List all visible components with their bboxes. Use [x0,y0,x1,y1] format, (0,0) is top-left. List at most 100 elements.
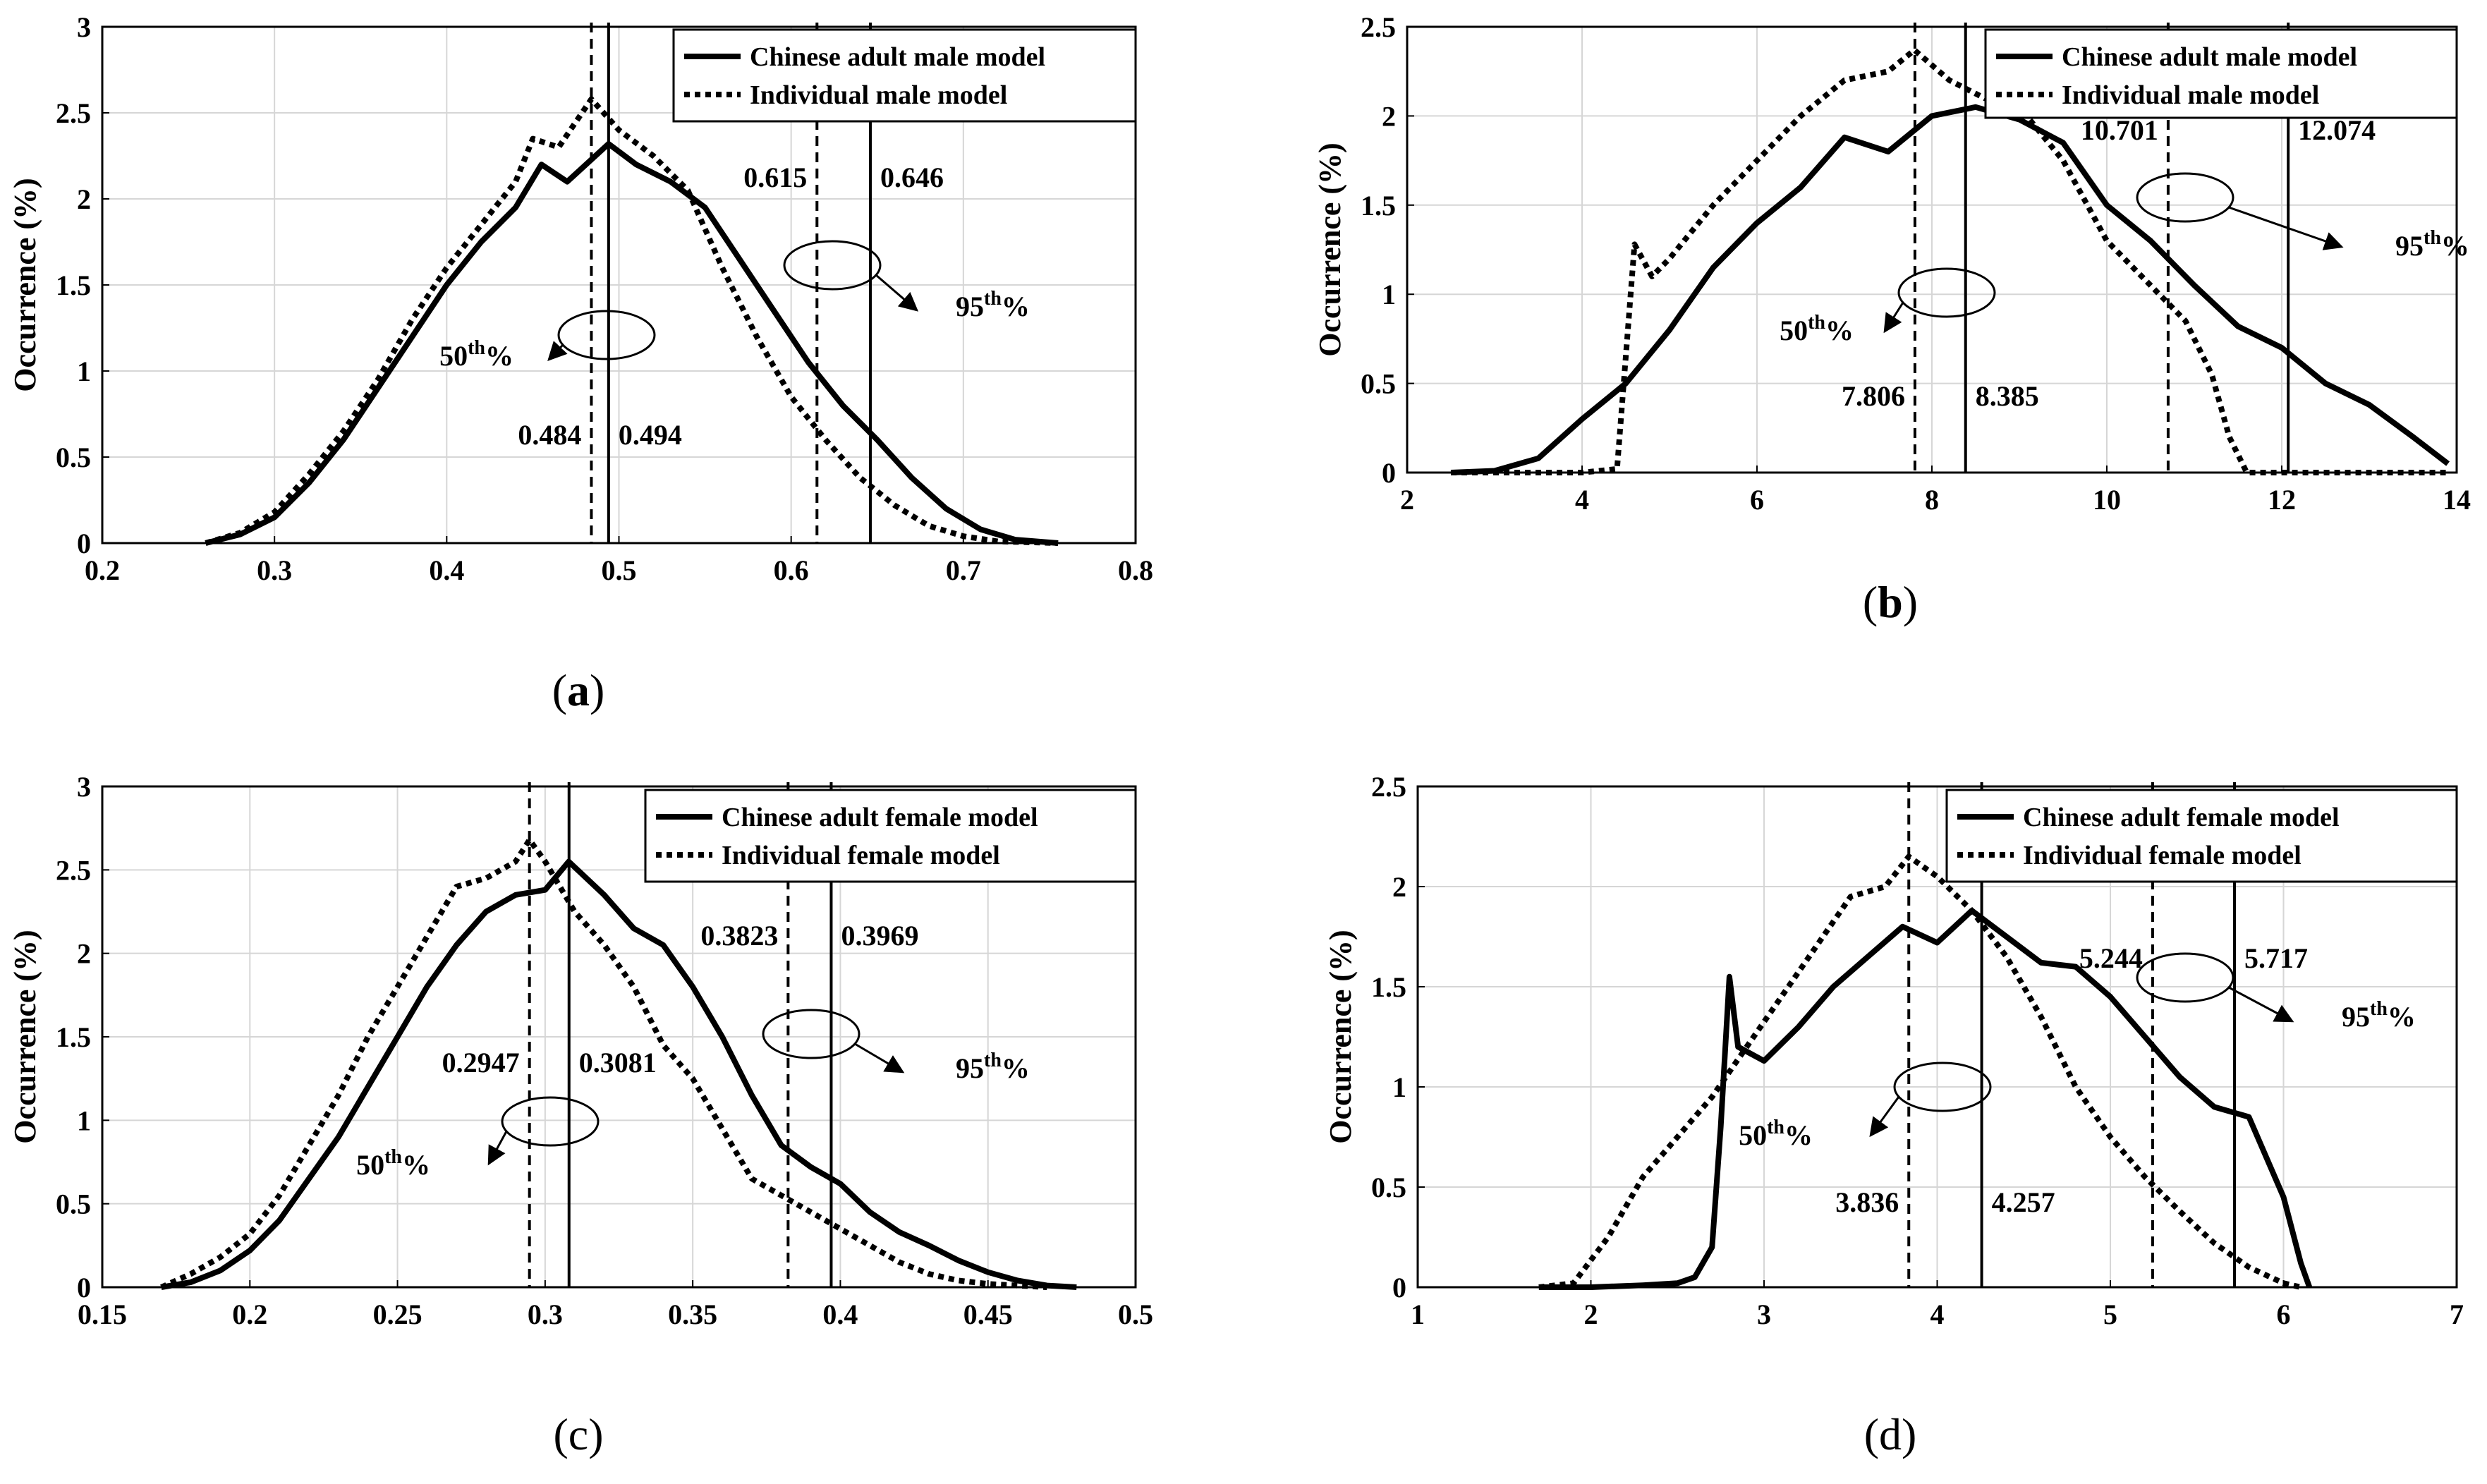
x-tick-label: 4 [1575,484,1589,516]
x-tick-label: 3 [1757,1298,1771,1330]
p95-arrow [2228,206,2344,250]
series-line-solid [161,858,1077,1290]
y-tick-label: 1 [77,1105,91,1136]
x-tick-label: 0.45 [963,1298,1013,1330]
p95-solid-value: 0.3969 [841,920,918,951]
p50-ellipse-marker [557,310,656,360]
p95-dotted-value: 0.615 [743,162,807,193]
y-tick-label: 2.5 [56,854,91,886]
y-tick-label: 0.5 [1371,1172,1406,1203]
p50-solid-value: 0.494 [619,419,682,451]
series-line-solid [1450,104,2450,475]
x-tick-label: 14 [2443,484,2471,516]
legend-dotted-label: Individual male model [2062,80,2319,110]
y-tick-label: 2.5 [56,97,91,129]
x-tick-label: 6 [2277,1298,2291,1330]
panel-caption: (c) [553,1409,603,1459]
p50-arrow [547,341,568,361]
p50-arrow [1869,1096,1900,1138]
p50-label: 50th% [439,337,513,372]
x-tick-label: 5 [2103,1298,2117,1330]
series-line-dotted [205,96,1059,546]
chart-panel-1: 0.2 0.3 0.4 0.5 0.6 0.7 0.8 0 0.5 1 1.5 2 2.5 3 Occurr… [8,11,1153,715]
y-tick-label: 0.5 [56,442,91,473]
p95-label: 95th% [2342,998,2416,1033]
x-tick-label: 0.6 [774,554,809,586]
x-tick-label: 4 [1930,1298,1945,1330]
y-tick-label: 2 [1382,100,1396,132]
x-tick-label: 0.25 [373,1298,422,1330]
p95-ellipse-marker [2136,172,2234,223]
chart-panel-2: 2 4 6 8 10 12 14 0 0.5 1 1.5 2 2.5 Occurrence (%) Chin… [1313,11,2471,627]
y-tick-label: 1.5 [1371,971,1406,1003]
legend-box [644,789,1137,883]
p50-solid-value: 0.3081 [579,1047,657,1078]
p95-dotted-value: 10.701 [2081,114,2158,146]
y-axis-label: Occurrence (%) [8,178,42,391]
y-tick-label: 0 [1382,457,1396,489]
p50-solid-value: 4.257 [1992,1186,2055,1218]
p95-label: 95th% [956,1050,1030,1084]
x-tick-label: 2 [1584,1298,1598,1330]
p50-solid-value: 8.385 [1976,380,2039,412]
p50-label: 50th% [1780,312,1854,346]
x-tick-label: 7 [2450,1298,2464,1330]
y-tick-label: 0.5 [1361,368,1396,400]
x-tick-label: 1 [1411,1298,1425,1330]
p95-solid-value: 0.646 [880,162,944,193]
y-tick-label: 3 [77,11,91,43]
y-tick-label: 1 [1382,279,1396,310]
legend-box [1945,789,2458,883]
x-tick-label: 0.5 [1118,1298,1153,1330]
chart-panel-3: 0.15 0.2 0.25 0.3 0.35 0.4 0.45 0.5 0 0.5 1 1.5 2 2.5… [8,771,1153,1459]
y-tick-label: 2 [77,183,91,215]
chart-panel-4: 1 2 3 4 5 6 7 0 0.5 1 1.5 2 2.5 Occurrence (%) Chinese… [1323,771,2464,1459]
legend-solid-label: Chinese adult male model [750,42,1045,72]
p50-ellipse-marker [501,1096,600,1147]
x-tick-label: 0.3 [257,554,292,586]
x-tick-label: 0.3 [528,1298,563,1330]
y-tick-label: 1.5 [56,1021,91,1053]
legend-solid-label: Chinese adult female model [722,803,1038,832]
x-tick-label: 10 [2093,484,2121,516]
y-tick-label: 1.5 [56,269,91,301]
p95-ellipse-marker [762,1009,861,1059]
y-tick-label: 2.5 [1371,771,1406,803]
p50-dotted-value: 0.2947 [442,1047,520,1078]
y-tick-label: 3 [77,771,91,803]
p95-arrow [2228,986,2294,1023]
legend-dotted-label: Individual male model [750,80,1007,110]
p95-dotted-value: 0.3823 [700,920,778,951]
p50-ellipse-marker [1897,267,1996,318]
p95-label: 95th% [2395,227,2469,262]
p95-solid-value: 12.074 [2298,114,2376,146]
x-tick-label: 0.2 [85,554,120,586]
p50-dotted-value: 0.484 [518,419,581,451]
p50-arrow [487,1131,508,1166]
legend-box [1984,28,2458,119]
x-tick-label: 0.4 [429,554,464,586]
series-line-solid [1538,908,2313,1290]
y-axis-label: Occurrence (%) [8,930,42,1143]
y-tick-label: 1 [77,355,91,387]
x-tick-label: 0.35 [668,1298,717,1330]
x-tick-label: 0.5 [602,554,637,586]
panel-caption: (a) [552,665,605,715]
p95-label: 95th% [956,288,1030,322]
x-tick-label: 8 [1925,484,1939,516]
p95-arrow [875,274,919,312]
x-tick-label: 6 [1750,484,1764,516]
y-tick-label: 2 [1392,871,1406,903]
legend-solid-label: Chinese adult male model [2062,42,2357,72]
p95-ellipse-marker [783,240,882,291]
p50-dotted-value: 3.836 [1835,1186,1899,1218]
series-line-solid [205,140,1059,546]
x-tick-label: 2 [1400,484,1414,516]
x-tick-label: 0.15 [78,1298,127,1330]
y-tick-label: 0 [77,528,91,559]
x-tick-label: 0.2 [232,1298,267,1330]
y-axis-label: Occurrence (%) [1323,930,1358,1143]
p95-ellipse-marker [2136,952,2234,1003]
p95-arrow [854,1042,905,1074]
